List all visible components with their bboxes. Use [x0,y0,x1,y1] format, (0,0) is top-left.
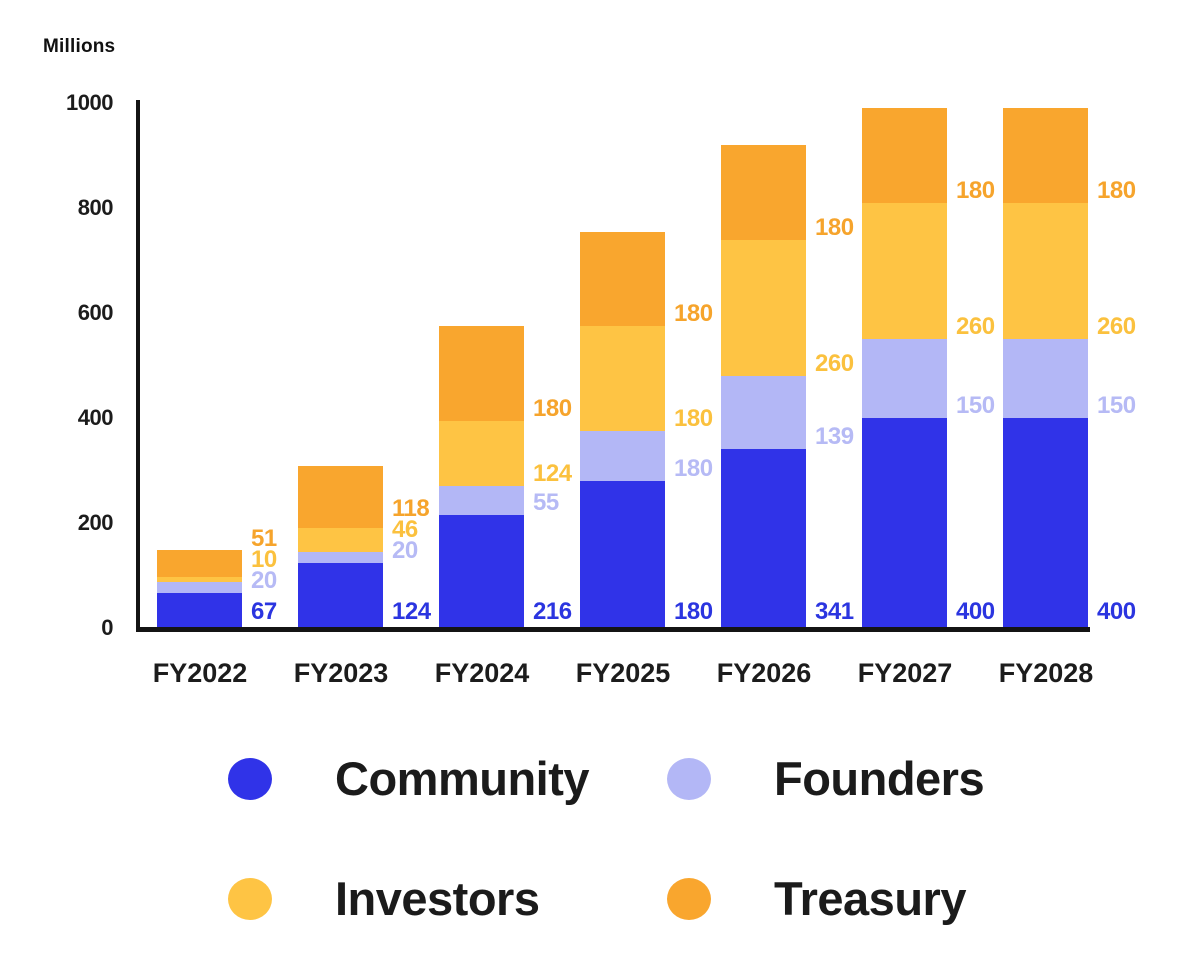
stacked-bar-chart: 0 200 400 600 800 1000 67 20 10 51 FY2022 124 20 46 11… [66,90,1136,688]
y-axis-tick-label-1000: 1000 [66,90,113,115]
value-label-treasury-fy2025: 180 [674,300,713,327]
legend-item-community: Community [228,752,590,805]
bar-segment-investors-fy2026 [721,239,806,376]
y-axis-tick-label-0: 0 [101,615,113,640]
y-axis-line [136,100,140,631]
y-axis-unit-label: Millions [43,36,116,57]
value-label-treasury-fy2027: 180 [956,177,995,204]
bar-segment-treasury-fy2023 [298,466,383,529]
legend-label-treasury: Treasury [774,872,966,925]
founders-swatch-icon [667,757,711,800]
value-label-investors-fy2024: 124 [533,460,572,487]
value-label-community-fy2026: 341 [815,598,854,625]
bar-segment-founders-fy2028 [1003,339,1088,419]
x-axis-label-fy2025: FY2025 [575,658,671,688]
value-label-founders-fy2023: 20 [392,537,418,564]
bar-segment-community-fy2028 [1003,418,1088,628]
bar-segment-treasury-fy2026 [721,145,806,240]
x-axis-label-fy2026: FY2026 [716,658,812,688]
value-label-investors-fy2023: 46 [392,516,418,543]
treasury-swatch-icon [667,877,711,920]
x-axis-line [136,627,1090,632]
legend-label-investors: Investors [335,872,540,925]
bar-segment-founders-fy2024 [439,485,524,515]
y-axis-tick-label-600: 600 [77,300,114,325]
bar-segment-investors-fy2027 [862,202,947,340]
value-label-investors-fy2022: 10 [251,546,277,573]
value-label-founders-fy2022: 20 [251,567,277,594]
legend-item-investors: Investors [228,872,540,925]
value-label-investors-fy2027: 260 [956,313,995,340]
value-label-founders-fy2024: 55 [533,489,559,516]
value-label-founders-fy2028: 150 [1097,392,1136,419]
x-axis-label-fy2022: FY2022 [152,658,248,688]
value-label-founders-fy2025: 180 [674,455,713,482]
bar-segment-investors-fy2028 [1003,202,1088,340]
bar-segment-founders-fy2025 [580,431,665,481]
legend-label-founders: Founders [774,752,985,805]
x-axis-label-fy2023: FY2023 [293,658,389,688]
investors-swatch-icon [228,877,272,920]
legend-label-community: Community [335,752,590,805]
bar-segment-community-fy2025 [580,481,665,628]
value-label-founders-fy2027: 150 [956,392,995,419]
bar-segment-treasury-fy2025 [580,231,665,327]
value-label-community-fy2027: 400 [956,598,995,625]
bar-segment-treasury-fy2022 [157,550,242,578]
value-label-community-fy2028: 400 [1097,598,1136,625]
bar-segment-community-fy2027 [862,418,947,628]
value-label-community-fy2022: 67 [251,598,277,625]
x-axis-label-fy2024: FY2024 [434,658,530,688]
value-label-investors-fy2028: 260 [1097,313,1136,340]
y-axis-tick-label-200: 200 [77,510,114,535]
y-axis-tick-label-800: 800 [77,195,114,220]
bar-segment-investors-fy2022 [157,577,242,583]
bar-segment-founders-fy2027 [862,339,947,419]
bar-segment-investors-fy2023 [298,528,383,553]
value-label-treasury-fy2024: 180 [533,395,572,422]
bar-segment-community-fy2024 [439,514,524,628]
bar-segment-investors-fy2025 [580,326,665,432]
value-label-treasury-fy2026: 180 [815,214,854,241]
value-label-treasury-fy2022: 51 [251,525,277,552]
legend-item-treasury: Treasury [667,872,966,925]
value-label-founders-fy2026: 139 [815,423,854,450]
value-label-investors-fy2026: 260 [815,350,854,377]
bar-segment-community-fy2026 [721,449,806,628]
community-swatch-icon [228,757,272,800]
value-label-community-fy2023: 124 [392,598,431,625]
y-axis-tick-label-400: 400 [77,405,114,430]
value-label-community-fy2025: 180 [674,598,713,625]
value-label-community-fy2024: 216 [533,598,572,625]
x-axis-label-fy2027: FY2027 [857,658,953,688]
bar-segment-founders-fy2023 [298,552,383,563]
value-label-treasury-fy2028: 180 [1097,177,1136,204]
bar-segment-community-fy2023 [298,562,383,628]
legend-item-founders: Founders [667,752,985,805]
bar-segment-founders-fy2022 [157,582,242,593]
bar-segment-investors-fy2024 [439,420,524,486]
bar-segment-founders-fy2026 [721,376,806,449]
value-label-investors-fy2025: 180 [674,405,713,432]
bar-segment-community-fy2022 [157,592,242,628]
bar-segment-treasury-fy2027 [862,108,947,203]
value-label-treasury-fy2023: 118 [392,495,430,522]
bar-segment-treasury-fy2028 [1003,108,1088,203]
bar-segment-treasury-fy2024 [439,326,524,421]
x-axis-label-fy2028: FY2028 [998,658,1094,688]
